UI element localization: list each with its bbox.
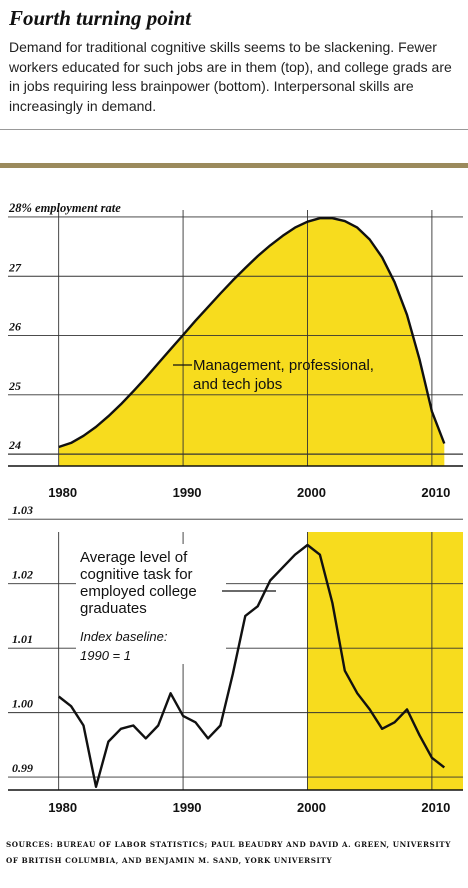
bottom-y-tick-label: 1.00 — [12, 697, 33, 711]
bottom-y-tick-label: 0.99 — [12, 761, 33, 775]
highlight-band — [307, 532, 463, 790]
section-divider — [0, 163, 468, 168]
bottom-x-tick-label: 2010 — [421, 800, 450, 815]
bottom-x-tick-label: 2000 — [297, 800, 326, 815]
bottom-x-tick-label: 1980 — [48, 800, 77, 815]
top-y-tick-label: 26 — [8, 320, 21, 334]
bottom-x-tick-label: 1990 — [173, 800, 202, 815]
chart-title: Fourth turning point — [9, 6, 192, 30]
bottom-annotation-text: cognitive task for — [80, 566, 193, 583]
employment-area — [58, 218, 445, 466]
bottom-annotation-note: Index baseline: — [80, 629, 168, 644]
top-x-tick-label: 2010 — [421, 485, 450, 500]
bottom-annotation-text: graduates — [80, 600, 147, 617]
cognitive-index-line — [57, 543, 446, 788]
header-divider — [0, 129, 468, 130]
top-y-tick-label: 24 — [8, 438, 21, 452]
chart-description: Demand for traditional cognitive skills … — [9, 39, 452, 114]
top-annotation-text: and tech jobs — [193, 376, 282, 393]
bottom-y-tick-label: 1.01 — [12, 632, 33, 646]
bottom-annotation-note: 1990 = 1 — [80, 648, 131, 663]
top-y-tick-label: 25 — [8, 379, 21, 393]
top-x-tick-label: 1990 — [173, 485, 202, 500]
bottom-annotation-background — [76, 544, 226, 664]
top-y-tick-label: 28% employment rate — [8, 201, 121, 215]
bottom-y-tick-label: 1.02 — [12, 568, 33, 582]
bottom-annotation-text: employed college — [80, 583, 197, 600]
top-annotation-text: Management, professional, — [193, 357, 374, 374]
top-y-tick-label: 27 — [8, 260, 22, 274]
bottom-y-tick-label: 1.03 — [12, 503, 33, 517]
top-x-tick-label: 1980 — [48, 485, 77, 500]
top-x-tick-label: 2000 — [297, 485, 326, 500]
sources-note: SOURCES: BUREAU OF LABOR STATISTICS; PAU… — [6, 840, 451, 865]
employment-line — [58, 217, 446, 449]
bottom-annotation-text: Average level of — [80, 549, 188, 566]
